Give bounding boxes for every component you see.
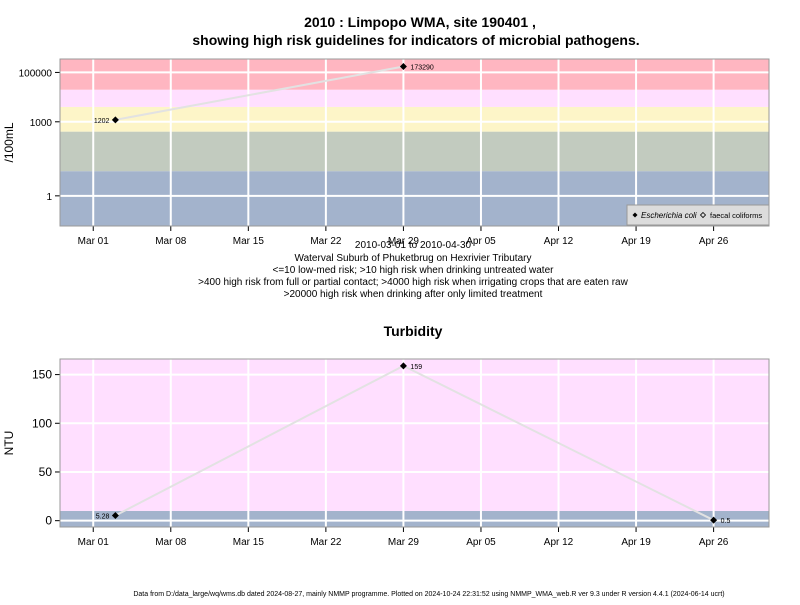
x-tick-label: Apr 19 <box>621 537 651 548</box>
chart-title-line1: 2010 : Limpopo WMA, site 190401 , <box>304 14 536 30</box>
y-tick-label: 100000 <box>19 68 53 79</box>
x-tick-label: Mar 08 <box>155 537 187 548</box>
data-point <box>399 63 407 71</box>
x-tick-label: Apr 26 <box>699 236 729 247</box>
x-tick-label: Apr 19 <box>621 236 651 247</box>
y-axis-label: /100mL <box>2 122 16 162</box>
x-tick-label: Mar 22 <box>310 537 342 548</box>
y-tick-label: 100 <box>32 416 52 430</box>
y-tick-label: 150 <box>32 368 52 382</box>
data-label: 5.28 <box>96 514 110 521</box>
legend-marker-faecal <box>699 211 707 219</box>
subtitle-drinking-untreated: <=10 low-med risk; >10 high risk when dr… <box>273 265 555 276</box>
microbial-panel: Mar 01 Mar 08 Mar 15 Mar 22 Mar 29 Apr 05 Apr … <box>2 58 770 247</box>
series-line <box>115 65 404 121</box>
risk-band <box>60 510 769 527</box>
data-label: 0.5 <box>721 518 731 525</box>
x-tick-label: Apr 26 <box>699 537 729 548</box>
x-tick-label: Mar 01 <box>78 537 110 548</box>
risk-band <box>60 59 769 90</box>
risk-band <box>60 106 769 132</box>
plot-frame <box>59 358 770 528</box>
data-label: 1202 <box>94 118 110 125</box>
plot-frame <box>59 58 770 227</box>
y-tick-label: 50 <box>39 465 53 479</box>
x-tick-label: Mar 08 <box>155 236 187 247</box>
x-tick-label: Mar 15 <box>233 537 265 548</box>
subtitle-date-range: 2010-03-01 to 2010-04-30 <box>355 240 472 251</box>
data-point <box>111 116 119 124</box>
data-point <box>111 512 119 520</box>
risk-band <box>60 89 769 107</box>
legend-box <box>626 204 770 226</box>
legend-label-faecal: faecal coliforms <box>710 211 762 220</box>
x-tick-label: Apr 05 <box>466 537 496 548</box>
subtitle-limited-treatment: >20000 high risk when drinking after onl… <box>284 289 543 300</box>
turbidity-panel: Mar 01 Mar 08 Mar 15 Mar 22 Mar 29 Apr 05 Apr … <box>2 358 770 548</box>
y-axis-label: NTU <box>2 431 16 456</box>
x-tick-label: Mar 15 <box>233 236 265 247</box>
turbidity-panel-title: Turbidity <box>384 323 443 339</box>
data-point <box>399 362 407 370</box>
subtitle-contact-irrigation: >400 high risk from full or partial cont… <box>198 277 628 288</box>
data-label: 173290 <box>410 65 433 72</box>
y-tick-label: 1000 <box>30 118 53 129</box>
data-point <box>710 516 718 524</box>
x-tick-label: Mar 22 <box>310 236 342 247</box>
y-tick-label: 0 <box>45 514 52 528</box>
x-tick-label: Apr 12 <box>544 537 574 548</box>
chart-title-line2: showing high risk guidelines for indicat… <box>192 32 639 48</box>
subtitle-site-name: Waterval Suburb of Phuketbrug on Hexrivi… <box>295 253 532 264</box>
x-tick-label: Apr 12 <box>544 236 574 247</box>
data-label: 159 <box>410 364 422 371</box>
x-tick-label: Mar 29 <box>388 537 420 548</box>
x-tick-label: Mar 29 <box>388 236 420 247</box>
x-tick-label: Mar 01 <box>78 236 110 247</box>
x-tick-label: Apr 05 <box>466 236 496 247</box>
risk-band <box>60 131 769 172</box>
footer-note: Data from D:/data_large/wq/wms.db dated … <box>133 591 724 598</box>
legend-marker-ecoli <box>632 212 638 218</box>
y-tick-label: 1 <box>46 192 52 203</box>
legend-label-ecoli: Escherichia coli <box>641 211 697 220</box>
risk-band <box>60 359 769 511</box>
